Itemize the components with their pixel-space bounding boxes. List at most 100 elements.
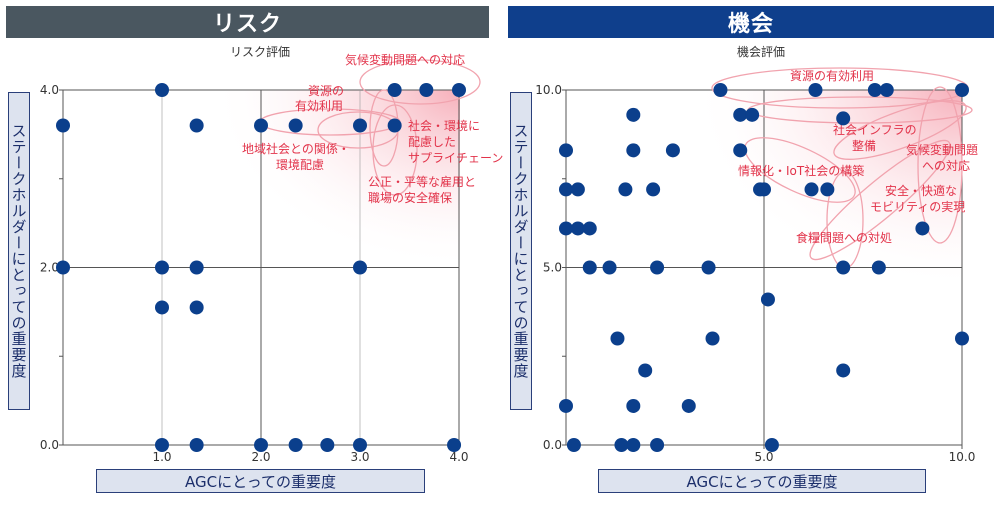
risk-x-tick-label: 2.0 (251, 450, 270, 464)
risk-annotation-supply-line1: 社会・環境に (408, 118, 480, 133)
risk-annotation-supply-line2: 配慮した (408, 135, 456, 149)
risk-data-point (320, 438, 335, 452)
opp-data-point (626, 107, 641, 122)
risk-data-point (353, 118, 367, 133)
opp-y-tick-label: 10.0 (535, 83, 562, 97)
opportunity-chart-title: 機会評価 (737, 45, 786, 59)
opp-data-point (764, 438, 779, 452)
risk-annotation-employment-line2: 職場の安全確保 (368, 190, 452, 205)
opp-data-point (804, 182, 819, 197)
opp-annotation-climate-line2: への対応 (922, 159, 970, 173)
opp-data-point (626, 143, 641, 158)
opp-data-point (915, 221, 930, 236)
opp-data-point (871, 260, 886, 275)
opp-y-tick-label: 0.0 (543, 438, 562, 452)
risk-data-point (189, 118, 204, 133)
risk-data-point (189, 300, 204, 315)
opp-data-point (836, 111, 851, 126)
opp-data-point (650, 260, 665, 275)
opp-data-point (650, 438, 665, 452)
risk-header-label: リスク (212, 12, 282, 37)
risk-data-point (353, 260, 367, 275)
risk-highlight-area (210, 90, 460, 270)
opp-annotation-infra-line2: 整備 (852, 138, 876, 153)
risk-data-point (353, 438, 367, 452)
risk-annotations: 気候変動問題への対応 資源の 有効利用 地域社会との関係・ 環境配慮 社会・環境… (242, 52, 503, 205)
opp-data-point (614, 438, 629, 452)
risk-annotation-resources-line1: 資源の (308, 84, 344, 98)
opp-data-point (559, 182, 573, 197)
opp-data-point (836, 363, 851, 378)
risk-data-point (155, 300, 169, 315)
opp-x-tick-label: 5.0 (754, 450, 773, 464)
opp-data-point (820, 182, 835, 197)
opp-x-tick-label: 10.0 (949, 450, 976, 464)
opp-data-point (665, 143, 680, 158)
opp-annotation-iot: 情報化・IoT社会の構築 (738, 163, 864, 178)
risk-annotation-resources-line2: 有効利用 (295, 98, 343, 113)
opportunity-y-axis-label-text: ステークホルダーにとっての重要度 (511, 123, 530, 379)
risk-data-point (56, 260, 70, 275)
opportunity-x-axis-label: AGCにとっての重要度 (598, 469, 926, 493)
opp-data-point (733, 143, 748, 158)
risk-chart-title: リスク評価 (230, 45, 291, 59)
risk-y-axis-label: ステークホルダーにとっての重要度 (8, 92, 30, 410)
opp-data-point (713, 83, 728, 97)
opp-annotation-mobility-line2: モビリティの実現 (870, 199, 965, 214)
risk-annotation-employment-line1: 公正・平等な雇用と (368, 174, 476, 189)
opp-data-point (733, 107, 748, 122)
risk-x-tick-label: 4.0 (449, 450, 468, 464)
risk-x-tick-label: 3.0 (350, 450, 369, 464)
opp-data-point (955, 331, 969, 346)
opp-data-point (955, 83, 969, 97)
risk-y-tick-label: 4.0 (40, 83, 59, 97)
risk-data-point (56, 118, 70, 133)
risk-data-point (189, 260, 204, 275)
opp-annotation-mobility-line1: 安全・快適な (885, 183, 957, 198)
risk-tick-labels: 1.0 2.0 3.0 4.0 0.0 2.0 4.0 (40, 83, 469, 464)
risk-data-point (387, 118, 402, 133)
opportunity-annotations: 資源の有効利用 社会インフラの 整備 気候変動問題 への対応 情報化・IoT社会… (738, 68, 978, 245)
risk-annotation-supply-line3: サプライチェーン (408, 151, 503, 165)
opp-data-point (559, 221, 573, 236)
opp-data-point (836, 260, 851, 275)
opp-data-point (559, 143, 573, 158)
opp-annotation-food: 食糧問題への対処 (796, 230, 892, 245)
opp-data-point (559, 398, 573, 413)
opp-annotation-climate-line1: 気候変動問題 (906, 142, 978, 157)
risk-data-point (155, 260, 169, 275)
opp-data-point (582, 221, 597, 236)
opp-data-point (570, 221, 585, 236)
opp-data-point (760, 292, 775, 307)
risk-x-axis-label: AGCにとっての重要度 (96, 469, 425, 493)
risk-data-point (452, 83, 466, 97)
risk-annotation-community-line2: 環境配慮 (276, 157, 324, 172)
risk-data-point (155, 438, 169, 452)
risk-data-point (155, 83, 169, 97)
risk-annotation-community-line1: 地域社会との関係・ (242, 141, 350, 156)
opp-data-point (638, 363, 653, 378)
opp-data-point (610, 331, 625, 346)
risk-x-tick-label: 1.0 (152, 450, 171, 464)
opp-data-point (701, 260, 716, 275)
opp-data-point (566, 438, 581, 452)
risk-annotation-climate: 気候変動問題への対応 (345, 52, 465, 67)
risk-data-point (254, 438, 268, 452)
opportunity-tick-labels: 5.0 10.0 0.0 5.0 10.0 (535, 83, 975, 464)
opp-data-point (681, 398, 696, 413)
risk-data-point (288, 438, 303, 452)
opportunity-points (559, 83, 969, 452)
opp-data-point (808, 83, 823, 97)
opp-data-point (618, 182, 633, 197)
risk-points (56, 83, 466, 452)
opp-data-point (582, 260, 597, 275)
opp-data-point (602, 260, 617, 275)
risk-data-point (387, 83, 402, 97)
risk-data-point (419, 83, 434, 97)
opportunity-y-axis-label: ステークホルダーにとっての重要度 (510, 92, 532, 410)
risk-y-tick-label: 2.0 (40, 261, 59, 275)
opp-annotation-resources: 資源の有効利用 (790, 68, 874, 83)
risk-data-point (288, 118, 303, 133)
opp-data-point (867, 83, 882, 97)
